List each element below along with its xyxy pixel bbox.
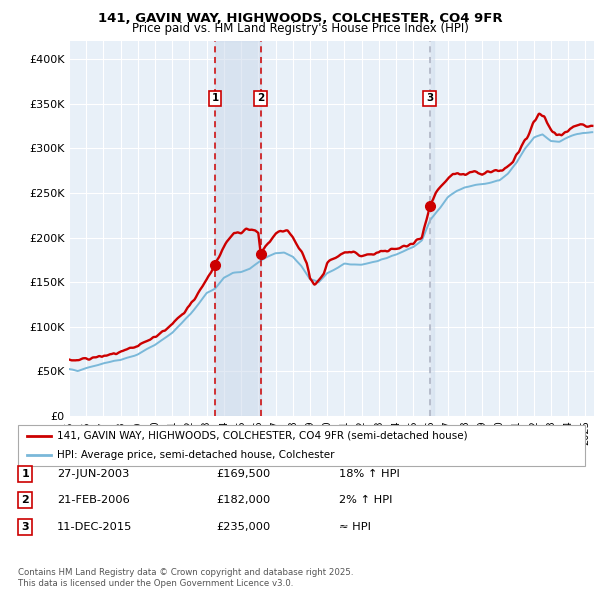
Text: 18% ↑ HPI: 18% ↑ HPI <box>339 469 400 478</box>
Bar <box>430 41 434 416</box>
Text: HPI: Average price, semi-detached house, Colchester: HPI: Average price, semi-detached house,… <box>56 450 334 460</box>
Text: ≈ HPI: ≈ HPI <box>339 522 371 532</box>
Text: Contains HM Land Registry data © Crown copyright and database right 2025.
This d: Contains HM Land Registry data © Crown c… <box>18 568 353 588</box>
Text: 3: 3 <box>22 522 29 532</box>
FancyBboxPatch shape <box>18 425 585 466</box>
Text: 141, GAVIN WAY, HIGHWOODS, COLCHESTER, CO4 9FR (semi-detached house): 141, GAVIN WAY, HIGHWOODS, COLCHESTER, C… <box>56 431 467 441</box>
Text: 27-JUN-2003: 27-JUN-2003 <box>57 469 130 478</box>
Text: £235,000: £235,000 <box>216 522 270 532</box>
Text: 1: 1 <box>22 469 29 478</box>
Text: 21-FEB-2006: 21-FEB-2006 <box>57 496 130 505</box>
Text: £169,500: £169,500 <box>216 469 270 478</box>
Text: £182,000: £182,000 <box>216 496 270 505</box>
Text: 11-DEC-2015: 11-DEC-2015 <box>57 522 133 532</box>
Text: 2: 2 <box>22 496 29 505</box>
Text: 3: 3 <box>426 93 433 103</box>
Text: 141, GAVIN WAY, HIGHWOODS, COLCHESTER, CO4 9FR: 141, GAVIN WAY, HIGHWOODS, COLCHESTER, C… <box>98 12 502 25</box>
Text: 2: 2 <box>257 93 264 103</box>
Text: Price paid vs. HM Land Registry's House Price Index (HPI): Price paid vs. HM Land Registry's House … <box>131 22 469 35</box>
Bar <box>215 41 260 416</box>
Text: 1: 1 <box>212 93 219 103</box>
Text: 2% ↑ HPI: 2% ↑ HPI <box>339 496 392 505</box>
